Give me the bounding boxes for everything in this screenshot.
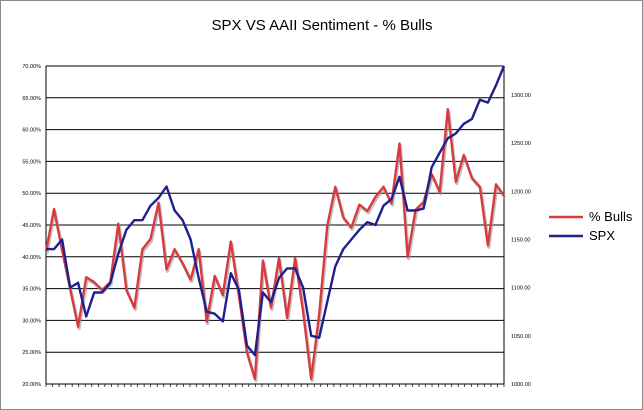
chart-title: SPX VS AAII Sentiment - % Bulls xyxy=(212,17,433,34)
right-tick-label: 1050.00 xyxy=(511,334,531,340)
left-tick-label: 30.00% xyxy=(22,318,41,324)
series-layer xyxy=(44,65,507,383)
left-tick-label: 55.00% xyxy=(22,159,41,165)
right-tick-label: 1250.00 xyxy=(511,141,531,147)
left-tick-label: 60.00% xyxy=(22,128,41,134)
left-tick-label: 20.00% xyxy=(22,382,41,388)
legend-label: % Bulls xyxy=(589,209,633,224)
series-line-spx xyxy=(46,65,506,357)
right-tick-label: 1000.00 xyxy=(511,382,531,388)
left-tick-label: 35.00% xyxy=(22,287,41,293)
right-tick-label: 1200.00 xyxy=(511,189,531,195)
gridlines xyxy=(45,65,505,385)
series-line-bulls xyxy=(44,107,505,381)
right-tick-label: 1100.00 xyxy=(511,286,530,292)
legend: % Bulls SPX xyxy=(549,209,633,243)
right-axis-tick-labels: 1000.00 1050.00 1100.00 1150.00 1200.00 1250.… xyxy=(511,93,531,388)
legend-label: SPX xyxy=(589,228,615,243)
left-tick-label: 40.00% xyxy=(22,255,41,261)
left-tick-label: 25.00% xyxy=(22,350,41,356)
left-tick-label: 65.00% xyxy=(22,96,41,102)
right-tick-label: 1150.00 xyxy=(511,237,530,243)
right-tick-label: 1300.00 xyxy=(511,93,531,99)
left-tick-label: 50.00% xyxy=(22,191,41,197)
left-tick-label: 70.00% xyxy=(22,64,41,70)
left-tick-label: 45.00% xyxy=(22,223,41,229)
left-axis-tick-labels: 20.00% 25.00% 30.00% 35.00% 40.00% 45.00% 50.0… xyxy=(22,64,41,388)
x-axis-ticks xyxy=(45,384,505,387)
